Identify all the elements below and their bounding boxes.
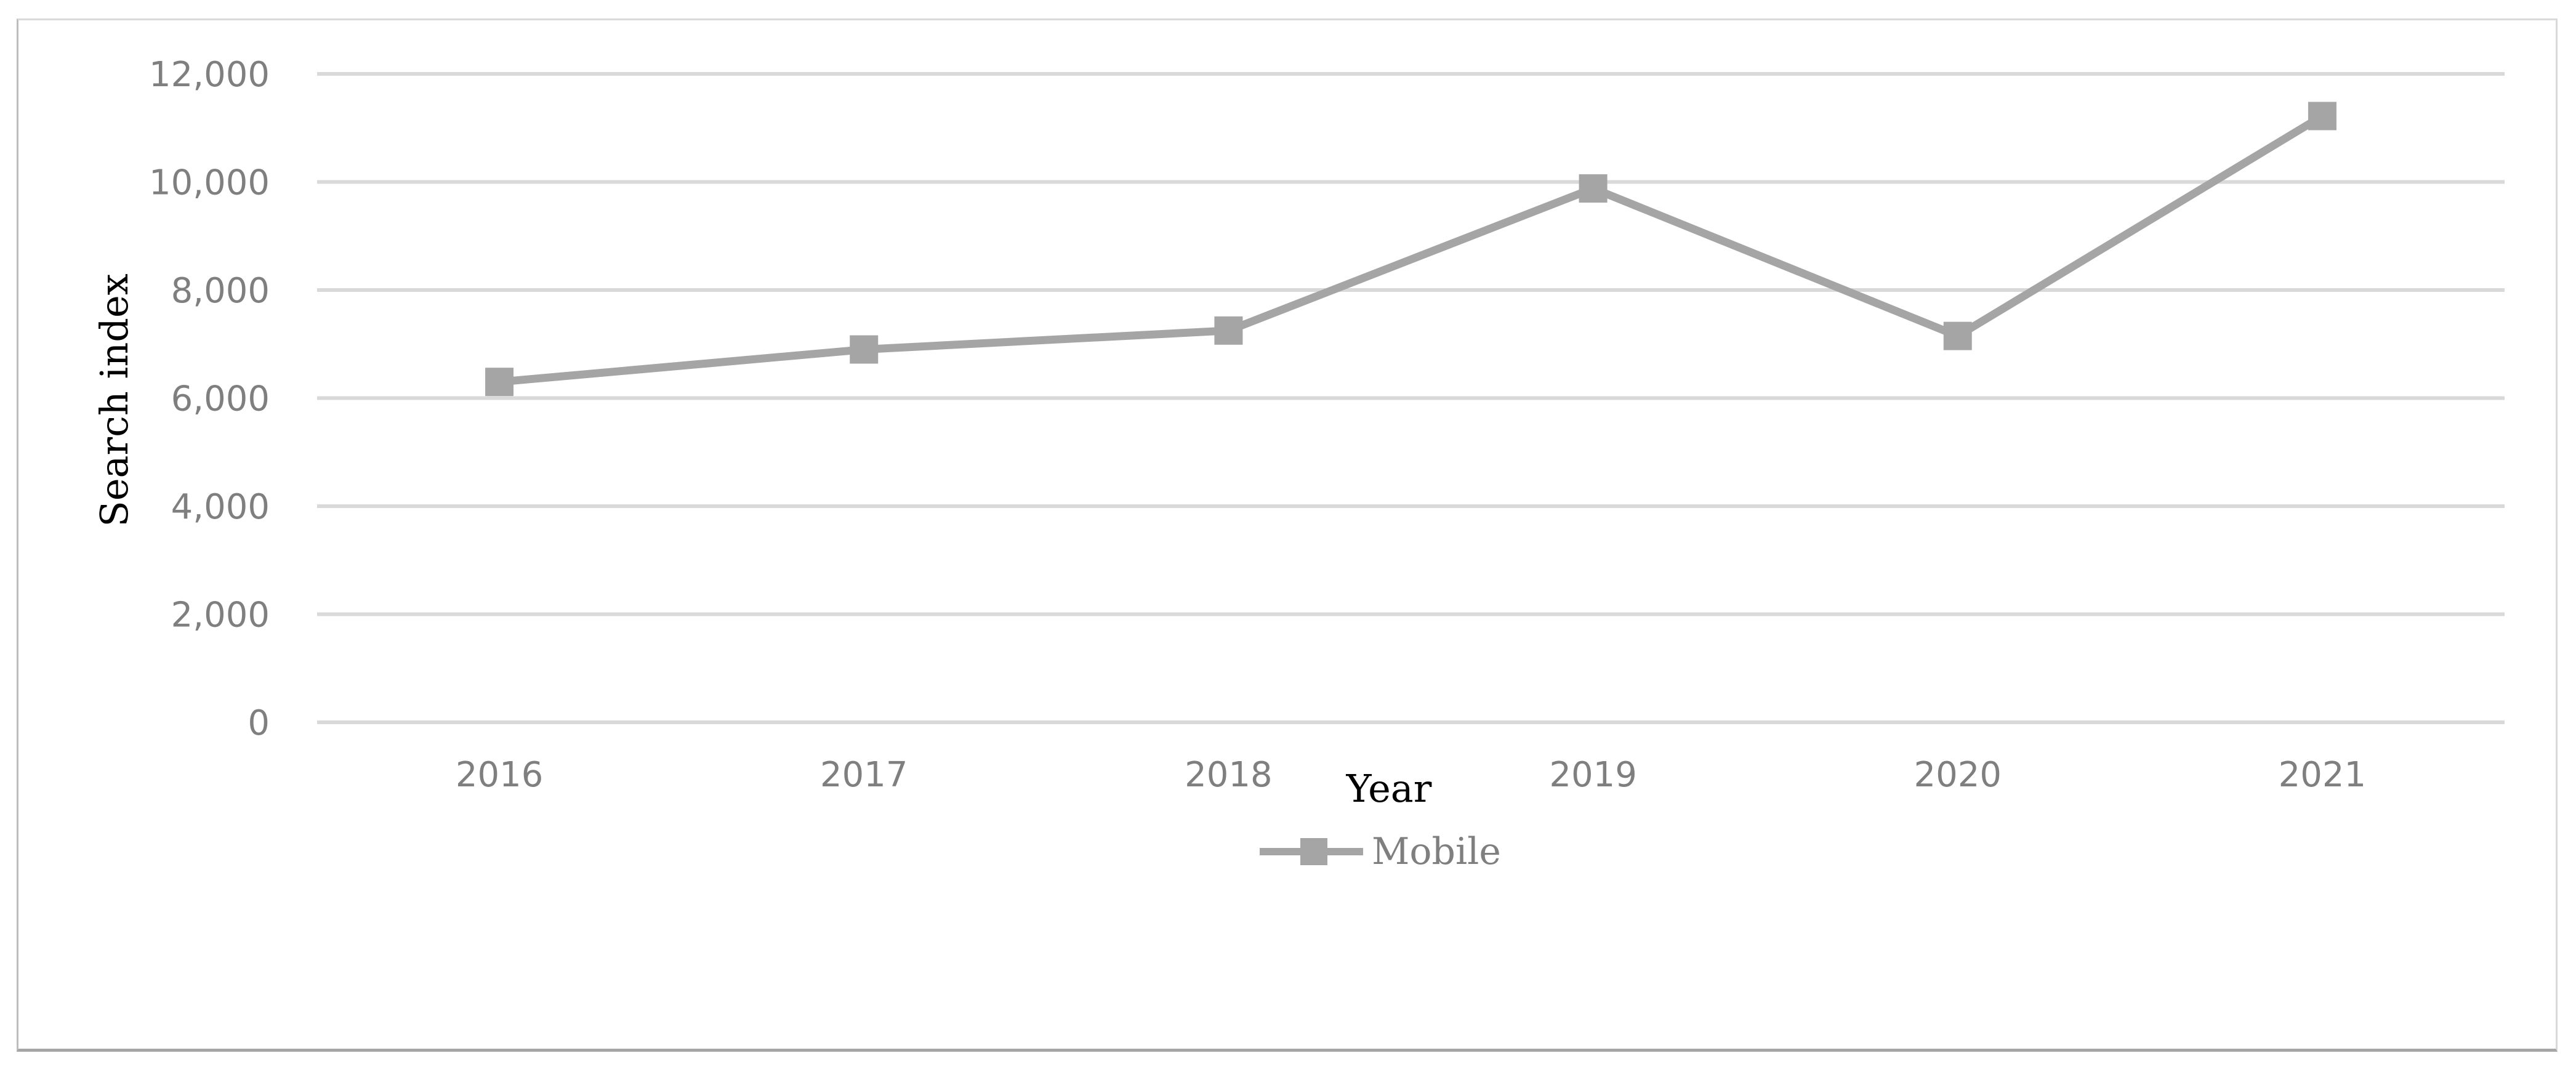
x-axis-title: Year bbox=[1346, 766, 1432, 811]
y-tick-label: 0 bbox=[248, 703, 270, 743]
x-tick-labels: 2016 2017 2018 2019 2020 2021 bbox=[456, 755, 2366, 795]
legend-marker-mobile bbox=[1300, 838, 1327, 865]
legend: Mobile bbox=[1260, 830, 1501, 873]
y-axis-title: Search index bbox=[92, 273, 137, 526]
y-tick-label: 12,000 bbox=[149, 55, 270, 95]
y-tick-label: 8,000 bbox=[171, 271, 270, 311]
y-tick-label: 2,000 bbox=[171, 595, 270, 635]
x-tick-label: 2021 bbox=[2279, 755, 2367, 795]
data-point-marker bbox=[2308, 102, 2337, 131]
chart-frame bbox=[17, 18, 2558, 1052]
data-point-marker bbox=[1579, 174, 1608, 203]
y-tick-label: 10,000 bbox=[149, 163, 270, 203]
y-tick-label: 4,000 bbox=[171, 487, 270, 527]
series-mobile bbox=[485, 102, 2337, 397]
data-point-marker bbox=[850, 335, 879, 364]
series-line-mobile bbox=[499, 112, 2325, 386]
x-tick-label: 2018 bbox=[1185, 755, 1273, 795]
data-point-marker bbox=[485, 368, 514, 397]
y-tick-labels: 0 2,000 4,000 6,000 8,000 10,000 12,000 bbox=[149, 55, 270, 743]
legend-label-mobile: Mobile bbox=[1372, 830, 1501, 873]
y-tick-label: 6,000 bbox=[171, 379, 270, 419]
x-tick-label: 2019 bbox=[1549, 755, 1637, 795]
x-tick-label: 2016 bbox=[456, 755, 544, 795]
gridlines bbox=[317, 72, 2505, 724]
data-point-marker bbox=[1214, 316, 1243, 345]
x-tick-label: 2020 bbox=[1914, 755, 2002, 795]
x-tick-label: 2017 bbox=[820, 755, 908, 795]
data-point-marker bbox=[1943, 321, 1972, 350]
